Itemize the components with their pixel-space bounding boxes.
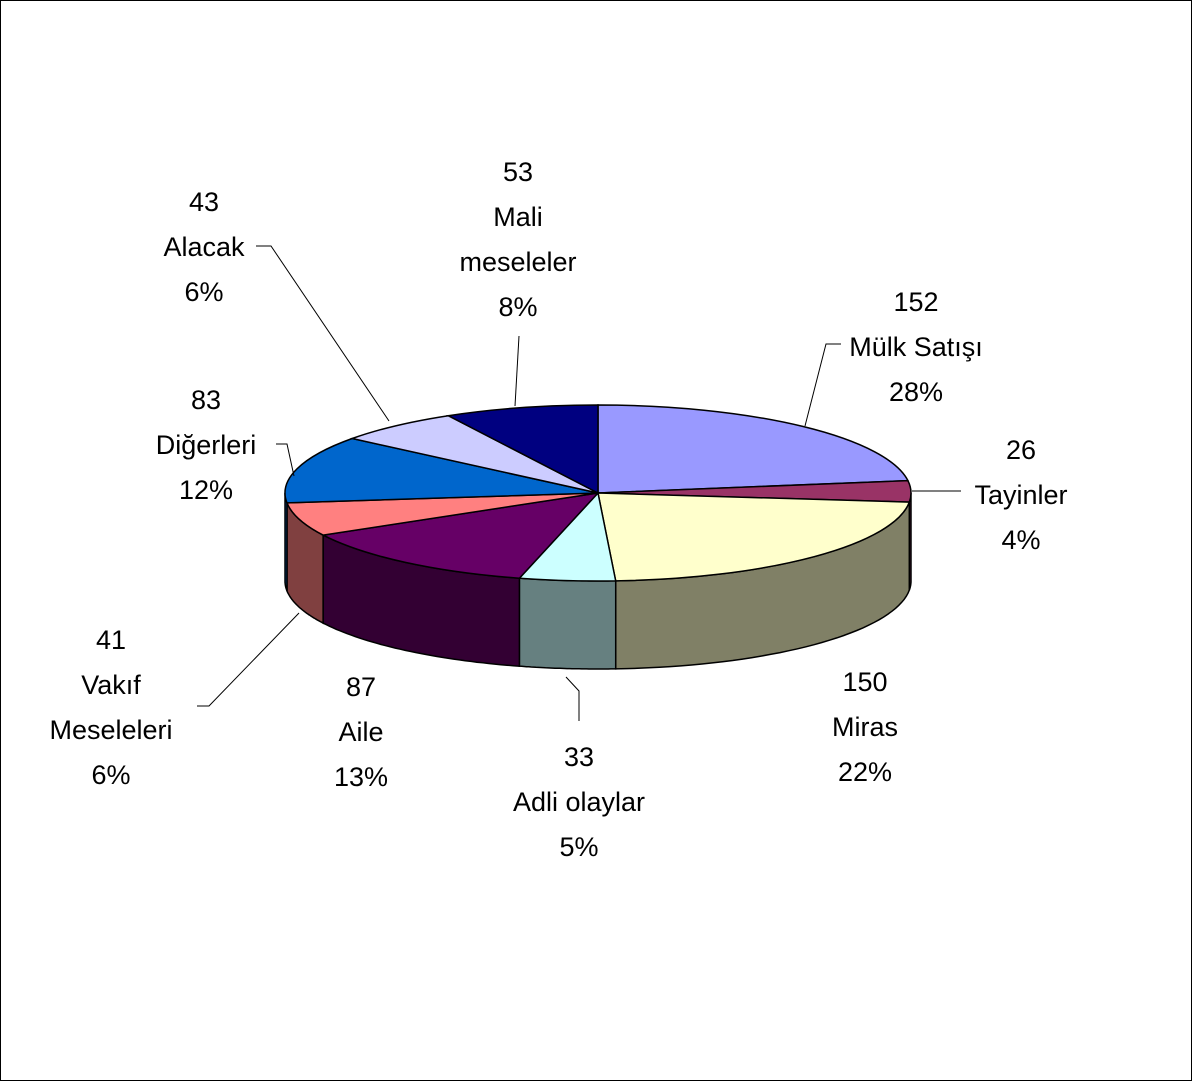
label-percent: 8% xyxy=(498,292,537,322)
label-value: 41 xyxy=(96,625,126,655)
label-percent: 28% xyxy=(889,377,943,407)
data-label-vakif-meseleleri: 41 Vakıf Meseleleri 6% xyxy=(49,625,172,790)
label-value: 87 xyxy=(346,672,376,702)
leader-line-alacak xyxy=(256,246,389,421)
data-label-aile: 87 Aile 13% xyxy=(334,672,388,792)
label-percent: 5% xyxy=(559,832,598,862)
label-name-part: Mali xyxy=(493,202,543,232)
label-value: 53 xyxy=(503,157,533,187)
label-name: Alacak xyxy=(163,232,245,262)
leader-line-adli-olaylar xyxy=(566,677,579,721)
label-value: 152 xyxy=(893,287,938,317)
leader-line-mali-meseleler xyxy=(515,336,519,406)
label-name: Diğerleri xyxy=(156,430,257,460)
label-percent: 6% xyxy=(184,277,223,307)
label-name-part: meseleler xyxy=(459,247,576,277)
pie-side-adli-olaylar xyxy=(519,578,615,669)
data-label-mali-meseleler: 53 Mali meseleler 8% xyxy=(459,157,576,322)
label-value: 26 xyxy=(1006,435,1036,465)
label-percent: 22% xyxy=(838,757,892,787)
data-label-alacak: 43 Alacak 6% xyxy=(163,187,245,307)
label-percent: 12% xyxy=(179,475,233,505)
label-percent: 6% xyxy=(91,760,130,790)
label-name: Adli olaylar xyxy=(513,787,645,817)
data-label-adli-olaylar: 33 Adli olaylar 5% xyxy=(513,742,645,862)
label-name-part: Meseleleri xyxy=(49,715,172,745)
leader-line-vakif-meseleleri xyxy=(197,613,299,706)
label-name-part: Vakıf xyxy=(81,670,141,700)
label-value: 150 xyxy=(842,667,887,697)
label-name: Mülk Satışı xyxy=(849,332,983,362)
pie-slice-mulk-satisi xyxy=(598,405,908,493)
data-label-mulk-satisi: 152 Mülk Satışı 28% xyxy=(849,287,983,407)
leader-line-mulk-satisi xyxy=(805,344,841,426)
label-percent: 4% xyxy=(1001,525,1040,555)
label-name: Aile xyxy=(338,717,383,747)
pie-side-digerleri xyxy=(285,493,287,591)
label-name: Miras xyxy=(832,712,898,742)
label-name-part: Tayinler xyxy=(974,480,1067,510)
leader-line-digerleri xyxy=(276,444,294,476)
label-percent: 13% xyxy=(334,762,388,792)
data-label-miras: 150 Miras 22% xyxy=(832,667,898,787)
label-value: 83 xyxy=(191,385,221,415)
label-value: 33 xyxy=(564,742,594,772)
data-label-tayinler: 26 Tayinler 4% xyxy=(974,435,1067,555)
data-label-digerleri: 83 Diğerleri 12% xyxy=(156,385,257,505)
label-value: 43 xyxy=(189,187,219,217)
